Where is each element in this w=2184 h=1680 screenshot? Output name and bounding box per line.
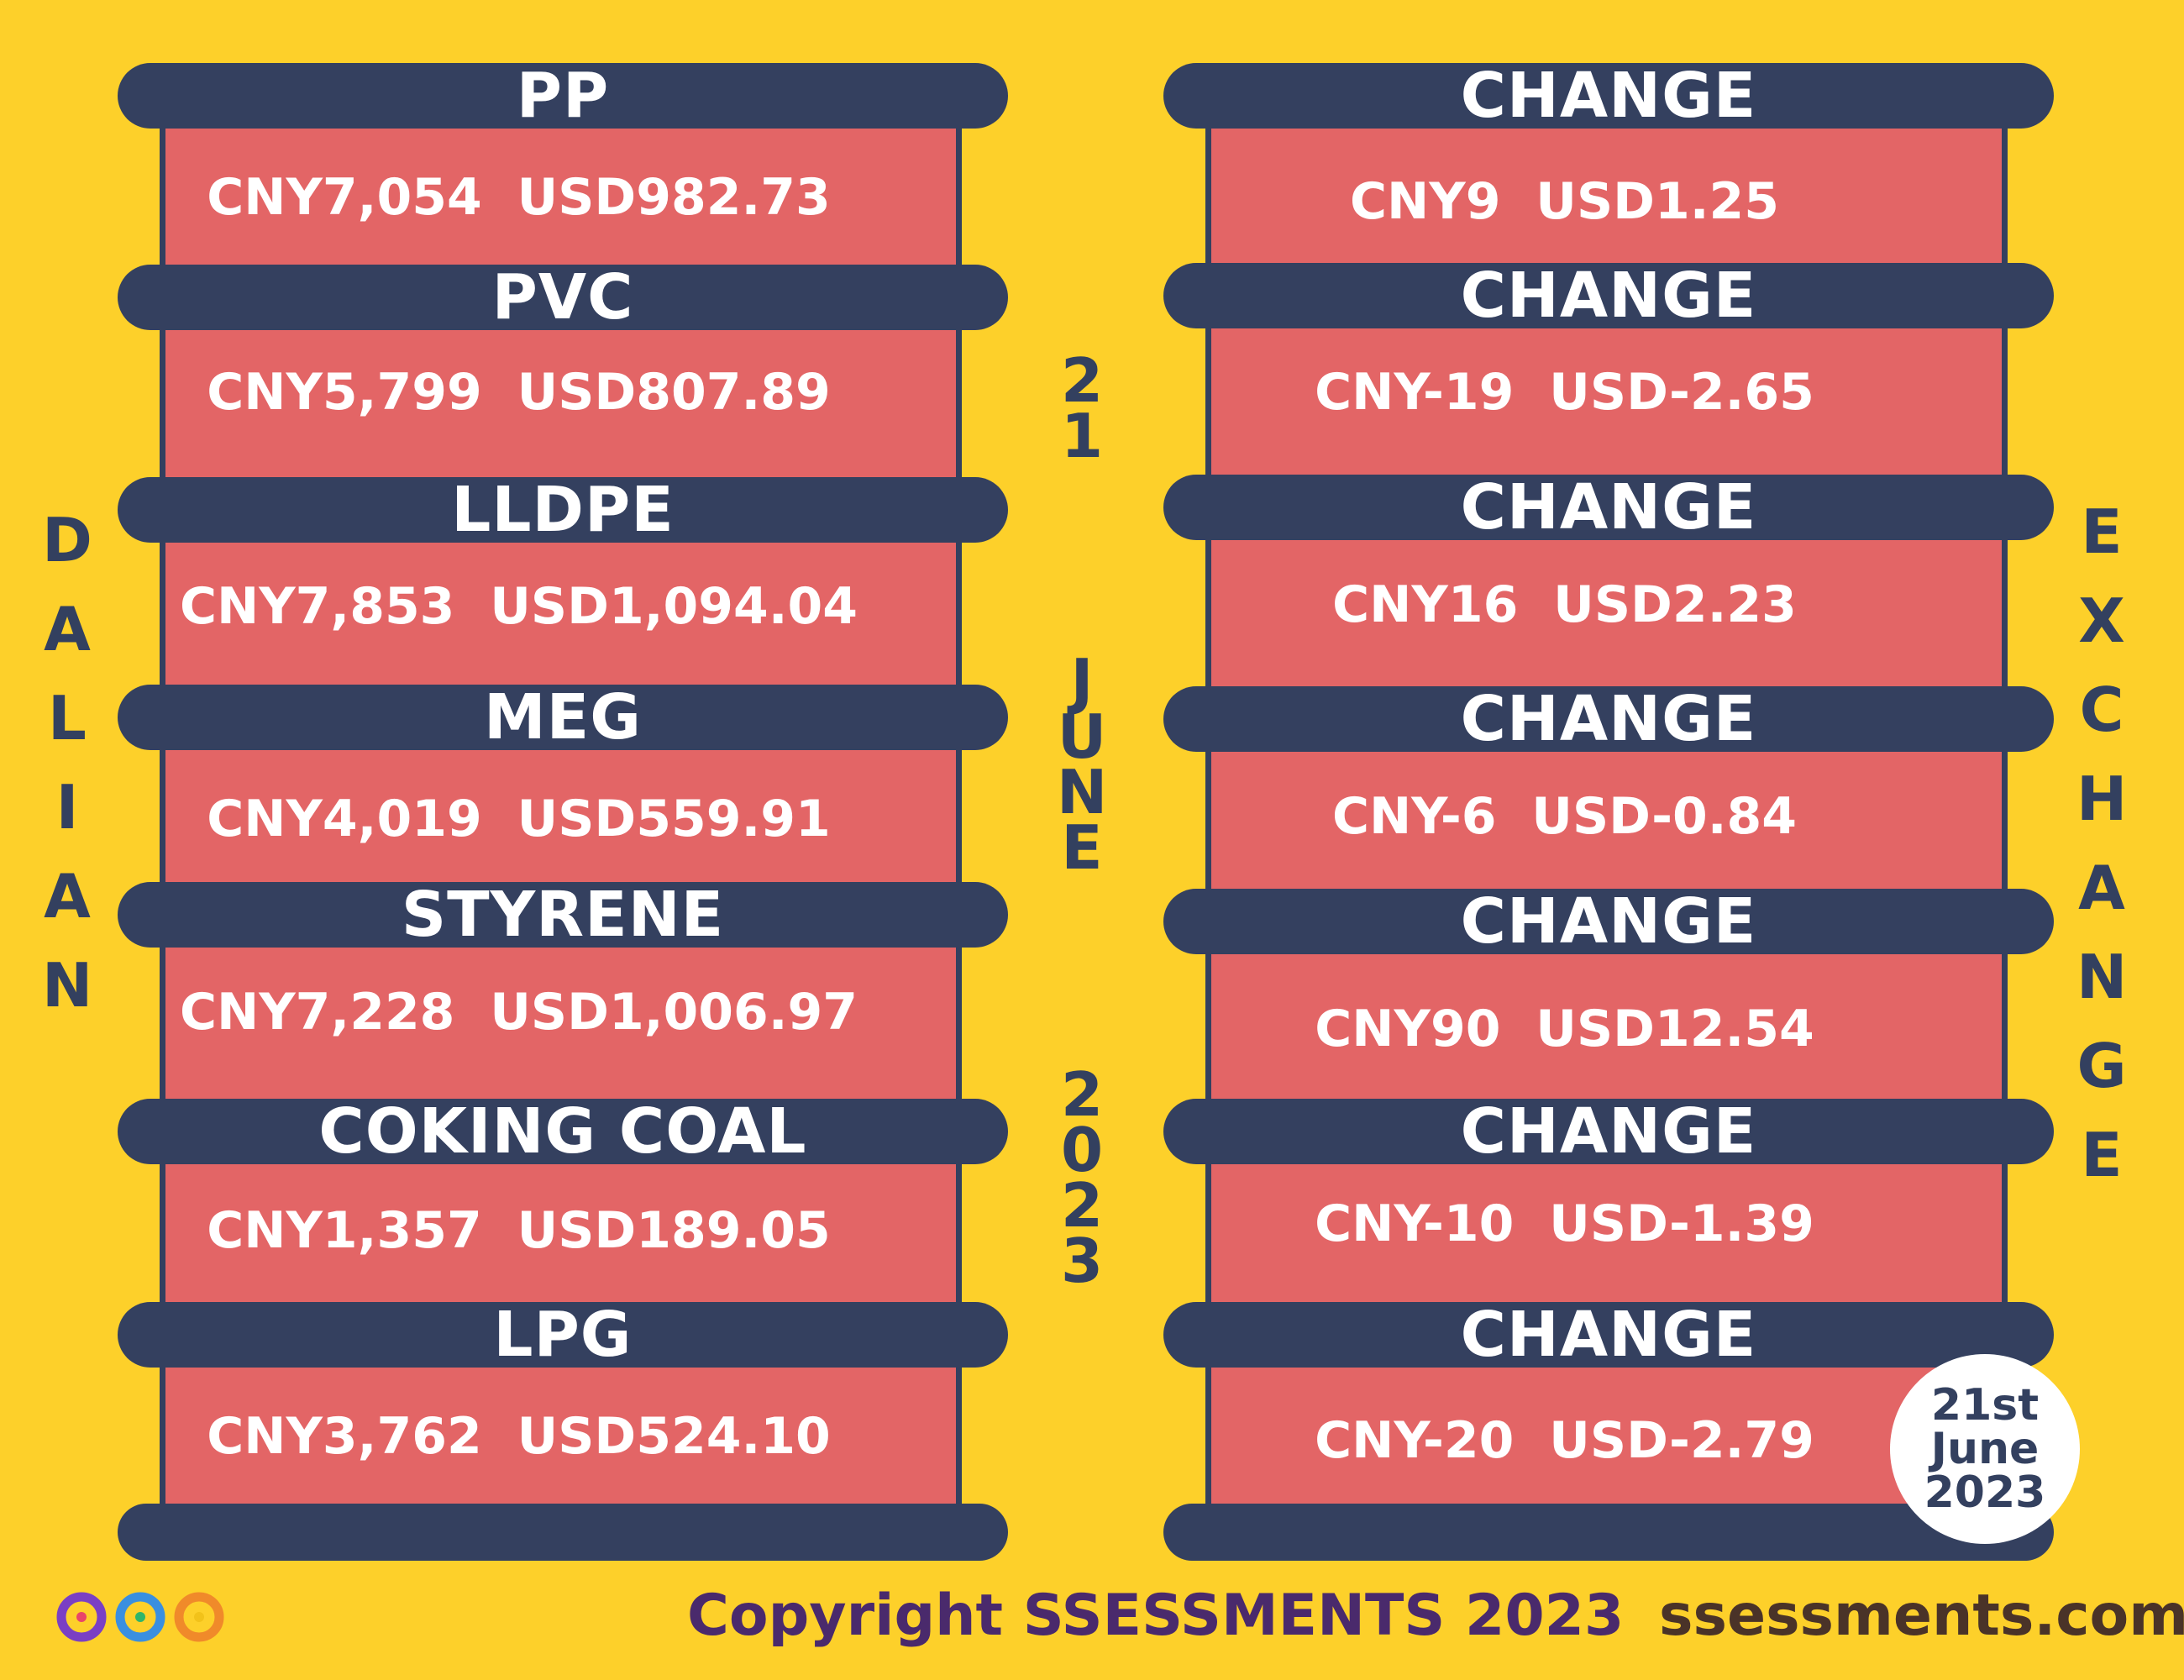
commodity-name: PVC: [491, 261, 634, 333]
change-label: CHANGE: [1460, 1299, 1757, 1371]
commodity-price: CNY1,357 USD189.05: [207, 1201, 831, 1260]
change-value: CNY16 USD2.23: [1332, 575, 1797, 634]
commodity-header-styrene: STYRENE: [118, 882, 1008, 948]
commodity-header-lldpe: LLDPE: [118, 477, 1008, 543]
commodity-header-pvc: PVC: [118, 265, 1008, 330]
change-header: CHANGE: [1163, 263, 2054, 328]
change-label: CHANGE: [1460, 683, 1757, 755]
date-badge: 21st June 2023: [1890, 1354, 2080, 1544]
website-link[interactable]: ssessments.com: [1659, 1583, 2184, 1649]
change-header: CHANGE: [1163, 1302, 2054, 1368]
commodity-price: CNY5,799 USD807.89: [207, 363, 831, 422]
date-badge-day: 21st: [1930, 1380, 2040, 1431]
commodity-name: MEG: [484, 681, 642, 753]
change-label: CHANGE: [1460, 1095, 1757, 1168]
date-badge-month: June: [1930, 1424, 2040, 1474]
change-value: CNY9 USD1.25: [1350, 172, 1779, 231]
change-header: CHANGE: [1163, 686, 2054, 752]
commodity-price: CNY7,054 USD982.73: [207, 168, 831, 227]
change-value: CNY-19 USD-2.65: [1315, 363, 1814, 422]
commodity-price: CNY7,228 USD1,006.97: [179, 983, 858, 1042]
change-label: CHANGE: [1460, 885, 1757, 958]
commodity-price: CNY3,762 USD524.10: [207, 1407, 831, 1466]
commodity-header-pp: PP: [118, 63, 1008, 129]
change-label: CHANGE: [1460, 471, 1757, 543]
panel-bottom-bar: [1163, 1504, 2054, 1561]
commodity-price: CNY7,853 USD1,094.04: [179, 577, 858, 636]
change-value: CNY-10 USD-1.39: [1315, 1194, 1814, 1253]
commodity-name: COKING COAL: [318, 1095, 807, 1168]
date-badge-year: 2023: [1924, 1467, 2046, 1518]
commodity-header-lpg: LPG: [118, 1302, 1008, 1368]
change-label: CHANGE: [1460, 60, 1757, 132]
date-month-vertical: JUNE: [1057, 646, 1108, 883]
price-panel-background: [160, 105, 962, 1533]
copyright-text: Copyright SSESSMENTS 2023: [687, 1583, 1625, 1649]
change-header: CHANGE: [1163, 475, 2054, 540]
dalian-vertical-title: DALIAN: [42, 505, 93, 1021]
change-header: CHANGE: [1163, 63, 2054, 129]
change-value: CNY90 USD12.54: [1315, 1000, 1814, 1058]
commodity-name: STYRENE: [401, 879, 725, 951]
commodity-header-meg: MEG: [118, 685, 1008, 750]
commodity-header-coking-coal: COKING COAL: [118, 1099, 1008, 1164]
exchange-vertical-title: EXCHANGE: [2076, 496, 2128, 1190]
date-year-vertical: 2023: [1060, 1059, 1104, 1296]
change-panel-background: [1205, 105, 2008, 1533]
change-label: CHANGE: [1460, 260, 1757, 332]
date-day-vertical: 21: [1060, 345, 1104, 471]
ssessments-infinity-logo-icon: [56, 1592, 224, 1642]
panel-bottom-bar: [118, 1504, 1008, 1561]
commodity-name: PP: [516, 60, 610, 132]
commodity-name: LPG: [493, 1299, 633, 1371]
change-header: CHANGE: [1163, 1099, 2054, 1164]
change-value: CNY-20 USD-2.79: [1315, 1411, 1814, 1470]
commodity-price: CNY4,019 USD559.91: [207, 790, 831, 848]
change-header: CHANGE: [1163, 889, 2054, 954]
commodity-name: LLDPE: [451, 474, 675, 546]
change-value: CNY-6 USD-0.84: [1331, 787, 1798, 846]
